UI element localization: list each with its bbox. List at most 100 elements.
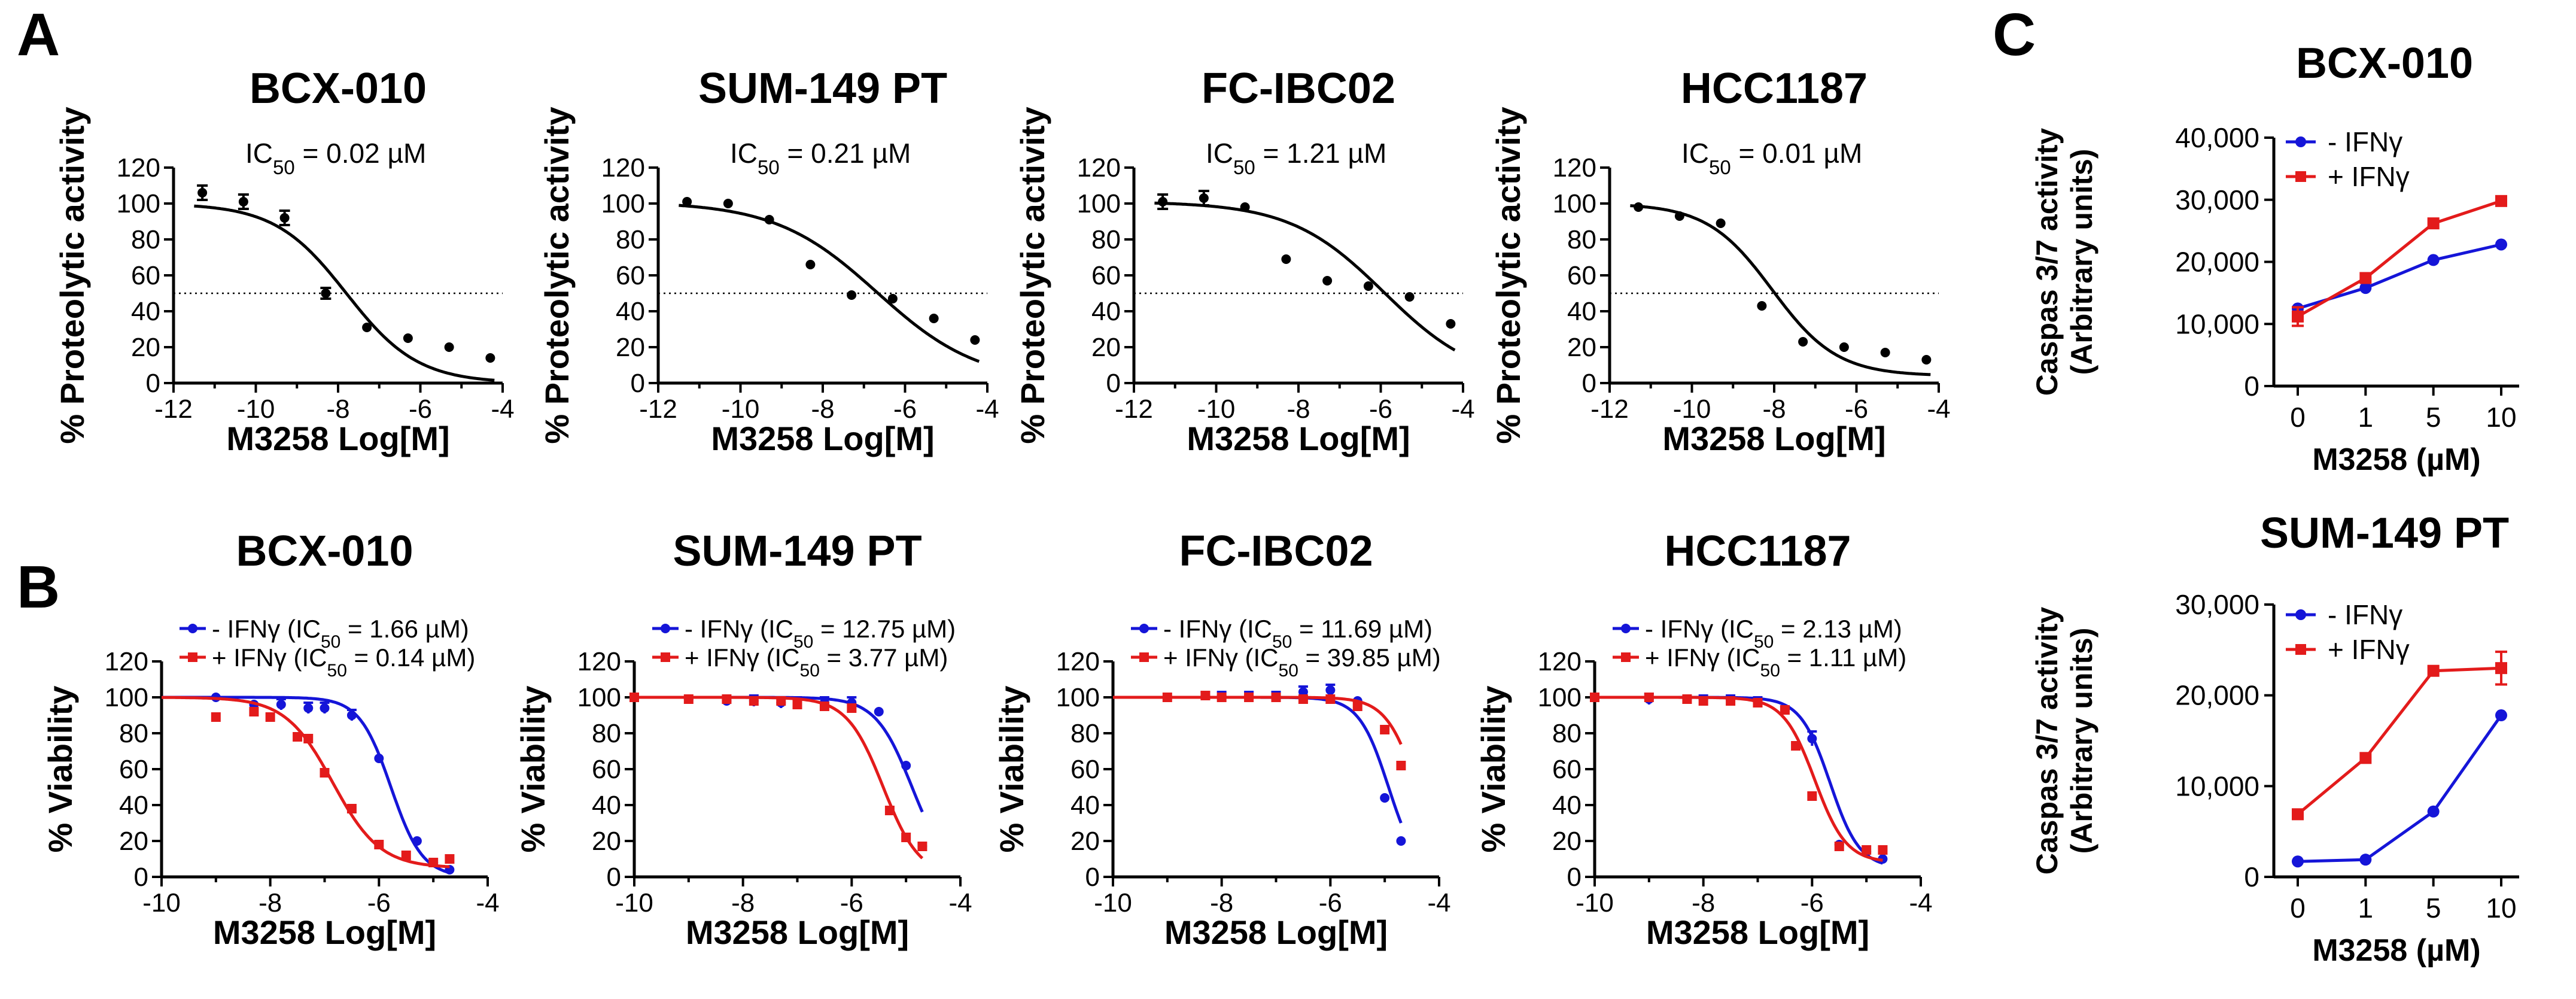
a4-ic50-annotation: IC50 = 0.01 µM [1681,138,1862,178]
b1-ytick-label: 0 [134,863,148,892]
c2-title: SUM-149 PT [2260,509,2509,557]
chart-C1: BCX-010 Caspas 3/7 activity (Arbitrary uni… [2030,40,2519,477]
a2-ytick-label: 100 [601,189,645,218]
a3-ytick-label: 120 [1077,153,1121,183]
b3-legend-marker [1139,624,1149,633]
b4-xtick-label: -10 [1576,888,1614,918]
b1-data-point [428,858,439,867]
panel-label-b: B [17,554,60,621]
c2-data-point [2427,664,2440,677]
b1-legend-marker [188,624,197,633]
b1-data-point [265,712,275,722]
a3-data-point [1446,319,1456,329]
b3-xtick-label: -4 [1427,888,1450,918]
b2-ytick-label: 20 [592,827,621,856]
b3-data-point [1200,691,1211,700]
a4-xlabel: M3258 Log[M] [1662,420,1885,457]
b4-data-point [1862,845,1872,855]
a3-title: FC-IBC02 [1202,65,1395,113]
c2-series-line [2297,714,2503,863]
b3-data-point [1380,725,1390,734]
c1-xtick-label: 5 [2426,402,2441,433]
c2-series-line [2297,666,2502,816]
b4-data-point [1726,696,1736,706]
a4-xtick-label: -12 [1590,394,1629,424]
b2-legend-label: - IFNγ (IC50 = 12.75 µM) [685,615,956,652]
a1-data-point [485,353,495,363]
b4-legend-marker [1621,652,1631,662]
b4-data-point [1753,698,1763,708]
b4-ytick-label: 120 [1538,647,1582,676]
b4-data-point [1780,705,1790,715]
b1-legend-label: - IFNγ (IC50 = 1.66 µM) [212,615,469,652]
c2-ytick-label: 10,000 [2175,770,2259,801]
b2-data-point [819,702,829,711]
b3-data-point [1396,761,1406,770]
b4-fit-curve [1595,696,1884,865]
a2-ytick-label: 20 [616,333,645,362]
b1-ytick-label: 60 [119,755,148,784]
b2-data-point [776,696,786,706]
chart-A4: HCC1187 % Proteolytic activity M3258 Log[M… [1489,65,1951,457]
a4-data-point [1839,342,1849,352]
c2-data-point [2495,709,2507,722]
a3-xtick-label: -12 [1115,394,1153,424]
a4-data-point [1716,218,1726,228]
chart-B3: FC-IBC02 % Viability M3258 Log[M] 0 20 40 60 80… [993,527,1451,951]
b2-xtick-label: -4 [948,888,972,918]
a1-data-point [238,197,248,207]
a1-fit-curve [194,204,495,382]
charts-layer: BCX-010 % Proteolytic activity M3258 Log[M… [41,40,2519,968]
b2-ytick-label: 100 [577,683,621,712]
b2-data-point [901,761,911,770]
b3-ylabel: % Viability [993,685,1030,852]
a2-data-point [682,197,692,207]
b2-data-point [722,694,732,704]
b4-legend-label: + IFNγ (IC50 = 1.11 µM) [1645,643,1906,681]
a2-fit-curve [679,204,980,363]
b1-data-point [211,712,221,722]
b2-xlabel: M3258 Log[M] [686,913,909,951]
b3-data-point [1298,694,1308,704]
b2-xtick-label: -10 [615,888,653,918]
b3-fit-curve [1113,696,1403,824]
b3-xtick-label: -8 [1210,888,1233,918]
c2-xlabel: M3258 (µM) [2312,933,2480,968]
b1-data-point [303,734,314,743]
a4-data-point [1757,301,1767,311]
c2-legend-marker [2295,644,2306,655]
a2-ytick-label: 60 [616,261,645,290]
a2-xtick-label: -8 [811,394,834,424]
b1-data-point [346,710,357,720]
a3-data-point [1322,276,1333,286]
chart-A3: FC-IBC02 % Proteolytic activity M3258 Log[… [1014,65,1475,457]
a4-xtick-label: -4 [1927,394,1950,424]
b1-xtick-label: -6 [367,888,391,918]
c2-legend-marker [2295,609,2306,620]
a1-data-point [197,188,208,198]
b1-ytick-label: 100 [105,683,148,712]
a4-ytick-label: 60 [1567,261,1596,290]
a2-data-point [764,215,774,224]
c2-ylabel-line2: (Arbitrary units) [2065,628,2098,854]
a3-data-point [1363,281,1373,291]
b4-ytick-label: 40 [1552,791,1582,820]
b1-ytick-label: 80 [119,719,148,748]
a1-ytick-label: 120 [117,153,160,183]
b2-data-point [874,707,884,716]
b1-data-point [249,707,259,716]
b2-ylabel: % Viability [514,685,552,852]
a4-data-point [1880,348,1890,357]
b1-ylabel: % Viability [41,685,79,852]
chart-C2: SUM-149 PT Caspas 3/7 activity (Arbitrary … [2030,509,2519,968]
b2-data-point [901,833,911,842]
a2-title: SUM-149 PT [698,65,947,113]
b3-xtick-label: -6 [1319,888,1342,918]
b2-ytick-label: 40 [592,791,621,820]
a1-data-point [279,213,290,223]
a3-ytick-label: 60 [1091,261,1121,290]
a2-data-point [723,199,733,208]
b3-data-point [1380,793,1390,803]
a4-xtick-label: -8 [1762,394,1786,424]
b2-title: SUM-149 PT [673,527,921,575]
